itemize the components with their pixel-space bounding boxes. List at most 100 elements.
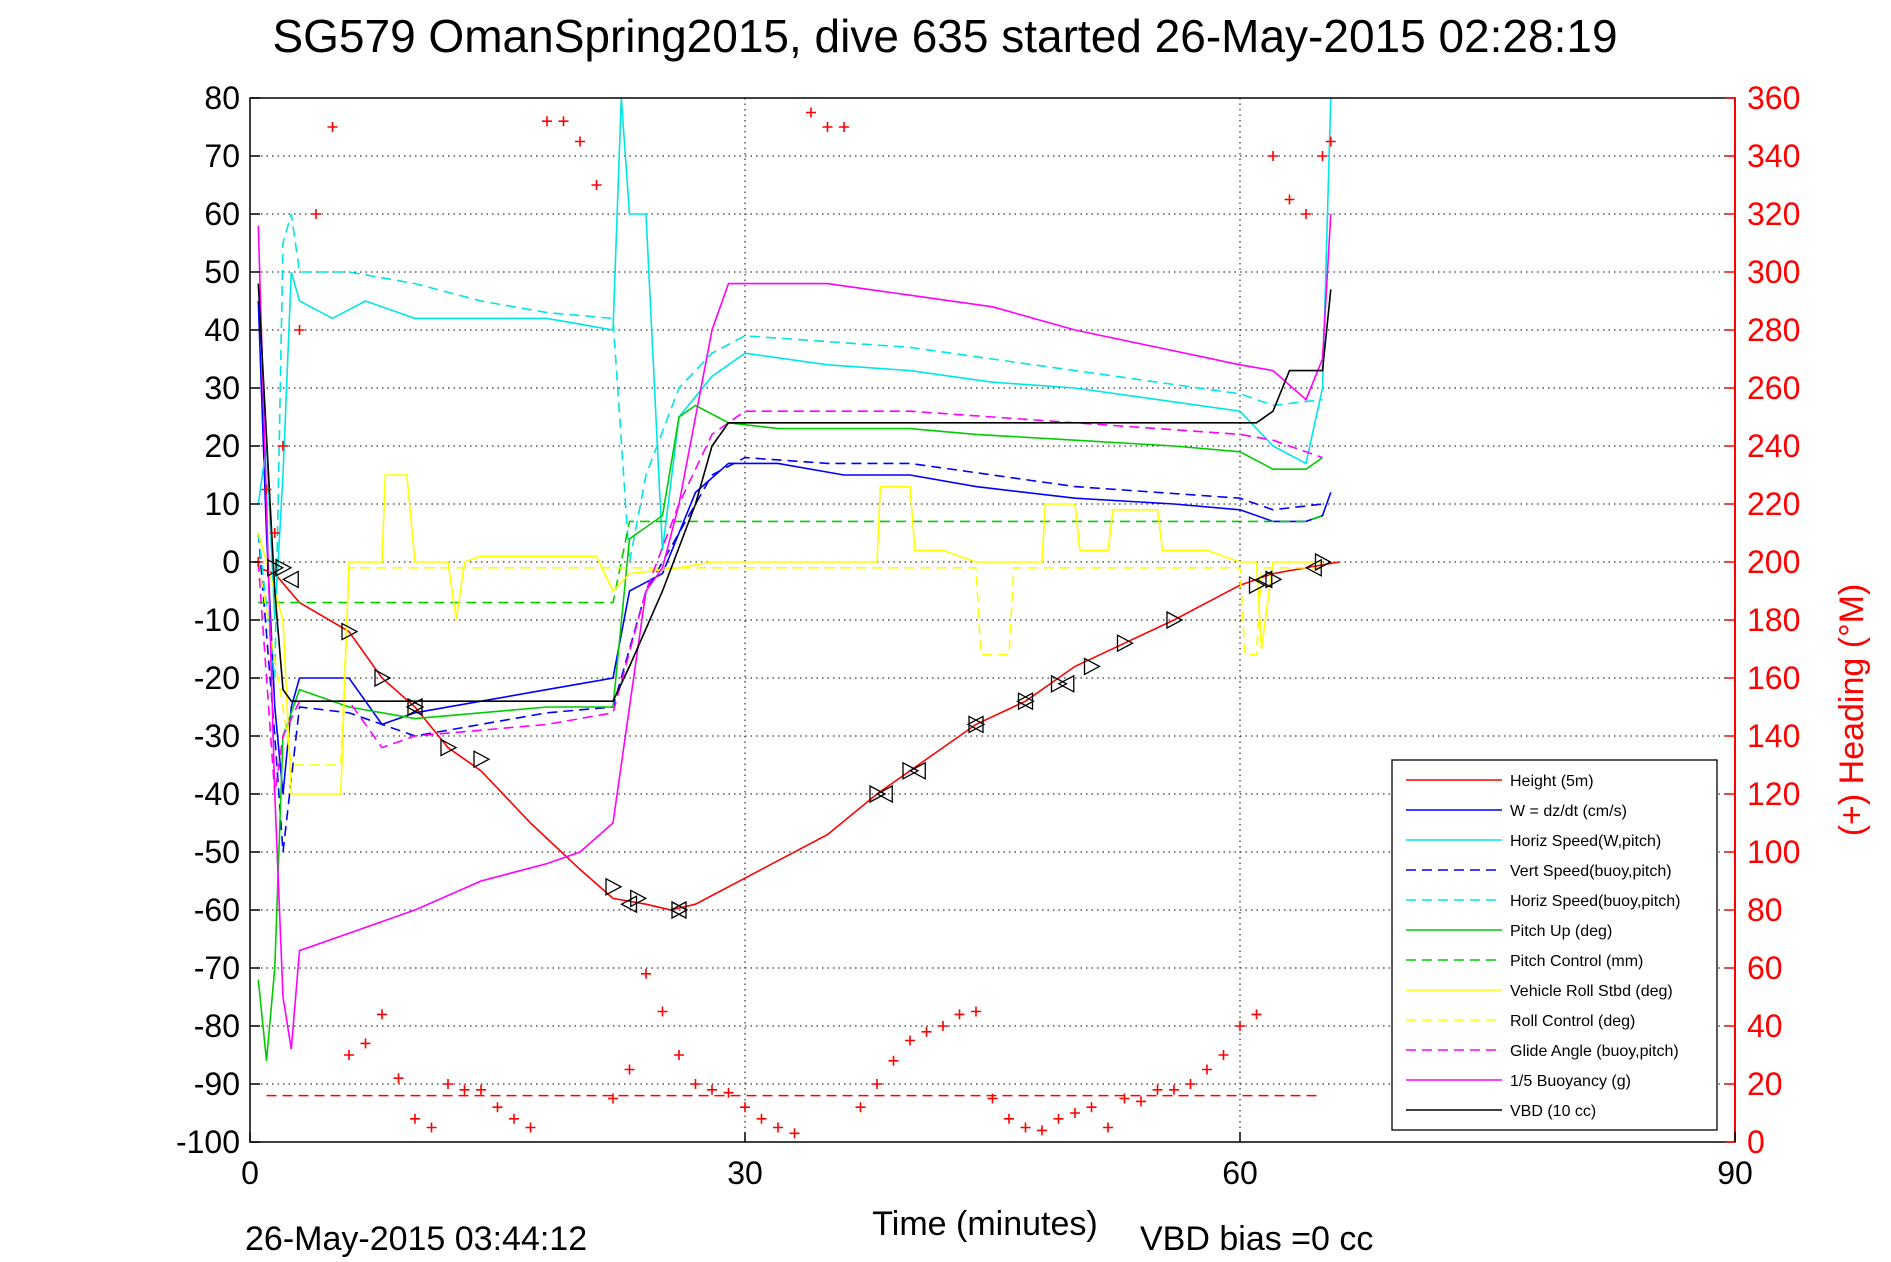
heading-marker — [377, 1009, 387, 1020]
y-axis-right-label: (+) Heading (°M) — [1833, 584, 1871, 837]
heading-marker — [1020, 1122, 1031, 1133]
x-tick-label: 60 — [1222, 1155, 1258, 1191]
y2-tick-label: 20 — [1747, 1066, 1783, 1102]
marker-triangle-right — [1116, 634, 1134, 653]
marker-triangle-left — [1255, 570, 1273, 589]
heading-marker — [1004, 1113, 1014, 1124]
y-tick-label: -60 — [194, 892, 240, 928]
y-tick-label: -80 — [194, 1008, 240, 1044]
legend-entry: 1/5 Buoyancy (g) — [1510, 1073, 1631, 1090]
series-line-0 — [258, 561, 1340, 911]
footer-timestamp: 26-May-2015 03:44:12 — [245, 1220, 587, 1258]
heading-marker — [1218, 1050, 1229, 1060]
heading-marker — [1037, 1125, 1047, 1136]
marker-triangle-right — [605, 877, 623, 896]
y2-tick-label: 300 — [1747, 254, 1800, 290]
heading-marker — [674, 1050, 684, 1060]
chart-title: SG579 OmanSpring2015, dive 635 started 2… — [272, 10, 1617, 62]
heading-marker — [773, 1122, 783, 1133]
marker-triangle-right — [275, 558, 293, 577]
series-line-5 — [257, 404, 1323, 1061]
heading-marker — [1053, 1113, 1064, 1124]
heading-marker — [756, 1113, 767, 1124]
marker-triangle-left — [1016, 692, 1034, 711]
heading-marker — [558, 116, 569, 127]
marker-triangle-right — [1265, 570, 1283, 589]
heading-marker — [443, 1079, 453, 1089]
y-tick-label: -70 — [194, 950, 240, 986]
heading-marker — [311, 209, 321, 219]
heading-marker — [624, 1064, 635, 1075]
grid — [250, 98, 1735, 1142]
heading-marker — [987, 1093, 998, 1104]
x-tick-label: 30 — [727, 1155, 763, 1191]
heading-marker — [410, 1113, 420, 1124]
heading-marker — [344, 1050, 354, 1060]
footer-vbd-bias: VBD bias =0 cc — [1140, 1220, 1373, 1258]
series-line-3 — [257, 456, 1323, 853]
series-line-2 — [257, 98, 1332, 621]
heading-marker — [1169, 1084, 1179, 1095]
heading-marker — [360, 1038, 371, 1049]
legend-entry: VBD (10 cc) — [1510, 1103, 1596, 1120]
heading-marker — [591, 180, 602, 190]
heading-marker — [1284, 194, 1295, 205]
marker-triangle-right — [374, 668, 392, 688]
marker-triangle-left — [1057, 674, 1075, 693]
heading-marker — [542, 116, 552, 127]
heading-marker — [740, 1102, 750, 1113]
heading-marker — [1251, 1009, 1262, 1020]
series-line-1 — [257, 300, 1332, 795]
y-tick-label: -20 — [194, 660, 240, 696]
y-tick-label: 80 — [204, 80, 240, 116]
legend-entry: Roll Control (deg) — [1510, 1013, 1635, 1030]
heading-marker — [971, 1006, 981, 1017]
marker-triangle-right — [869, 784, 887, 804]
y2-tick-label: 40 — [1747, 1008, 1783, 1044]
heading-marker — [1268, 151, 1278, 161]
y2-tick-label: 360 — [1747, 80, 1800, 116]
marker-triangle-left — [966, 715, 984, 734]
heading-marker — [1185, 1079, 1196, 1089]
legend-entry: Vehicle Roll Stbd (deg) — [1510, 983, 1673, 1000]
heading-marker — [723, 1087, 734, 1098]
heading-marker — [690, 1079, 701, 1089]
series-line-7 — [257, 474, 1323, 795]
heading-marker — [492, 1102, 503, 1113]
x-axis-label: Time (minutes) — [872, 1205, 1097, 1243]
marker-triangle-right — [630, 889, 648, 908]
heading-marker — [261, 484, 272, 495]
y2-tick-label: 320 — [1747, 196, 1800, 232]
heading-marker — [657, 1006, 668, 1017]
marker-triangle-left — [1304, 558, 1322, 577]
heading-marker — [855, 1102, 866, 1113]
marker-triangle-left — [908, 761, 926, 780]
heading-marker — [1325, 136, 1336, 147]
x-tick-label: 0 — [241, 1155, 259, 1191]
y-tick-label: -90 — [194, 1066, 240, 1102]
y2-tick-label: 240 — [1747, 428, 1800, 464]
marker-triangle-right — [902, 761, 920, 780]
y2-tick-label: 120 — [1747, 776, 1800, 812]
heading-marker — [294, 325, 305, 335]
y-tick-label: 20 — [204, 428, 240, 464]
heading-marker — [1317, 151, 1328, 161]
y2-tick-label: 280 — [1747, 312, 1800, 348]
y2-tick-label: 0 — [1747, 1124, 1765, 1160]
heading-marker — [921, 1026, 932, 1037]
heading-marker — [608, 1093, 618, 1104]
marker-triangle-left — [281, 570, 299, 589]
series-line-6 — [258, 514, 1323, 604]
y2-tick-label: 260 — [1747, 370, 1800, 406]
marker-triangle-right — [267, 558, 285, 577]
heading-marker — [905, 1035, 915, 1046]
legend-entry: Horiz Speed(buoy,pitch) — [1510, 893, 1680, 910]
heading-marker — [459, 1084, 470, 1095]
heading-marker — [839, 122, 849, 132]
y-tick-label: 70 — [204, 138, 240, 174]
legend-entry: W = dz/dt (cm/s) — [1510, 803, 1627, 820]
series-line-11 — [257, 283, 1332, 703]
y-tick-label: 60 — [204, 196, 240, 232]
y2-tick-label: 60 — [1747, 950, 1783, 986]
